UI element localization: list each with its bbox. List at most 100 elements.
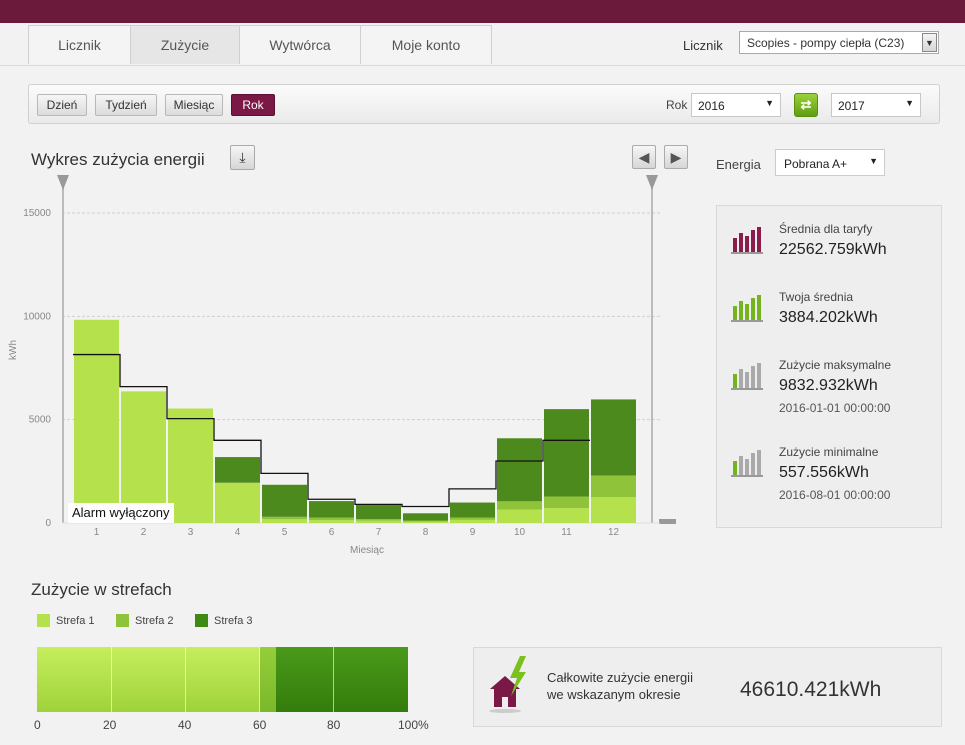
bar-chart-min-icon [731,450,763,477]
chart-title: Wykres zużycia energii [31,150,205,169]
range-handle-left-marker [57,175,69,190]
bar-strefa-3 [403,513,448,521]
stat-label: Zużycie minimalne [779,445,879,459]
stat-timestamp: 2016-08-01 00:00:00 [779,488,891,502]
legend-zone-2: Strefa 2 [116,614,174,627]
bar-strefa-1 [544,508,589,523]
zone-3-segment [276,647,408,712]
zones-title: Zużycie w strefach [31,580,172,599]
tab-wytworca[interactable]: Wytwórca [240,25,361,64]
period-day-button[interactable]: Dzień [37,94,87,116]
bar-strefa-3 [591,399,636,476]
stat-your-average: Twoja średnia 3884.202kWh [717,274,943,344]
bar-strefa-3 [356,505,401,520]
x-tick-label: 10 [514,527,526,538]
bar-strefa-1 [309,520,354,523]
total-value: 46610.421kWh [740,678,882,701]
bar-strefa-2 [309,517,354,521]
legend-swatch [116,614,129,627]
zone-tick: 0 [34,718,41,732]
top-brand-bar [0,0,965,23]
stat-label: Zużycie maksymalne [779,358,892,372]
bar-strefa-2 [497,501,542,510]
zone-grid-line [333,647,334,712]
year-to-value: 2017 [838,99,865,113]
bar-strefa-1 [74,319,119,523]
bar-strefa-1 [121,391,166,523]
x-tick-label: 7 [376,527,382,538]
bar-strefa-1 [262,519,307,523]
chevron-down-icon: ▼ [922,33,937,52]
total-consumption-panel: Całkowite zużycie energii we wskazanym o… [473,647,942,727]
total-label-line2: we wskazanym okresie [547,687,681,702]
zone-share-bar [37,647,408,712]
alarm-status: Alarm wyłączony [68,503,174,523]
stat-timestamp: 2016-01-01 00:00:00 [779,401,891,415]
bar-chart-maroon-icon [731,227,763,254]
year-from-select[interactable]: 2016 ▼ [691,93,781,117]
meter-select-value: Scopies - pompy ciepła (C23) [747,36,905,50]
bar-strefa-3 [215,457,260,483]
bar-strefa-2 [544,496,589,509]
zone-2-segment [259,647,277,712]
main-navigation: Licznik Zużycie Wytwórca Moje konto Licz… [0,23,965,66]
house-energy-icon [489,656,526,713]
y-axis-label: kWh [8,340,19,360]
bar-strefa-1 [591,497,636,523]
tab-moje-konto[interactable]: Moje konto [361,25,492,64]
zone-tick: 20 [103,718,117,732]
y-tick-label: 0 [45,518,51,529]
bar-strefa-2 [262,516,307,520]
arrow-right-icon[interactable]: ▶ [664,145,688,169]
comparison-line [73,353,590,508]
tab-bar: Licznik Zużycie Wytwórca Moje konto [28,25,492,64]
arrow-left-icon[interactable]: ◀ [632,145,656,169]
x-tick-label: 9 [470,527,476,538]
x-tick-label: 2 [141,527,147,538]
legend-swatch [37,614,50,627]
stat-min-consumption: Zużycie minimalne 557.556kWh 2016-08-01 … [717,429,943,502]
stat-max-consumption: Zużycie maksymalne 9832.932kWh 2016-01-0… [717,342,943,415]
year-to-select[interactable]: 2017 ▼ [831,93,921,117]
x-tick-label: 5 [282,527,288,538]
swap-years-icon[interactable]: ⇄ [794,93,818,117]
tab-licznik[interactable]: Licznik [28,25,131,64]
legend-label: Strefa 1 [56,614,95,627]
energy-select-value: Pobrana A+ [784,157,848,171]
stats-panel: Średnia dla taryfy 22562.759kWh Twoja śr… [716,205,942,528]
energy-label: Energia [716,157,761,172]
tab-zuzycie[interactable]: Zużycie [131,25,240,64]
x-tick-label: 3 [188,527,194,538]
period-year-button[interactable]: Rok [231,94,275,116]
zone-grid-line [111,647,112,712]
x-tick-label: 11 [561,527,572,538]
meter-select[interactable]: Scopies - pompy ciepła (C23) ▼ [739,31,939,54]
legend-label: Strefa 2 [135,614,174,627]
zone-tick: 80 [327,718,341,732]
bar-strefa-3 [450,502,495,518]
bar-strefa-2 [450,517,495,520]
x-tick-label: 8 [423,527,429,538]
stat-tariff-average: Średnia dla taryfy 22562.759kWh [717,206,943,276]
bar-strefa-3 [262,484,307,517]
period-week-button[interactable]: Tydzień [95,94,157,116]
y-tick-label: 15000 [23,208,51,219]
energy-select[interactable]: Pobrana A+ ▼ [775,149,885,176]
year-from-value: 2016 [698,99,725,113]
period-month-button[interactable]: Miesiąc [165,94,223,116]
zone-tick: 100% [398,718,429,732]
legend-zone-3: Strefa 3 [195,614,253,627]
legend-zone-1: Strefa 1 [37,614,95,627]
stat-label: Twoja średnia [779,290,854,304]
bar-strefa-1 [450,519,495,523]
y-tick-label: 5000 [29,415,52,426]
x-axis-label: Miesiąc [350,545,384,556]
x-tick-label: 1 [94,527,100,538]
bar-strefa-1 [168,408,213,523]
bar-strefa-3 [544,409,589,497]
download-icon[interactable]: ⤓ [230,145,255,170]
bar-chart-max-icon [731,363,763,390]
y-tick-label: 10000 [23,311,51,322]
x-tick-label: 6 [329,527,335,538]
